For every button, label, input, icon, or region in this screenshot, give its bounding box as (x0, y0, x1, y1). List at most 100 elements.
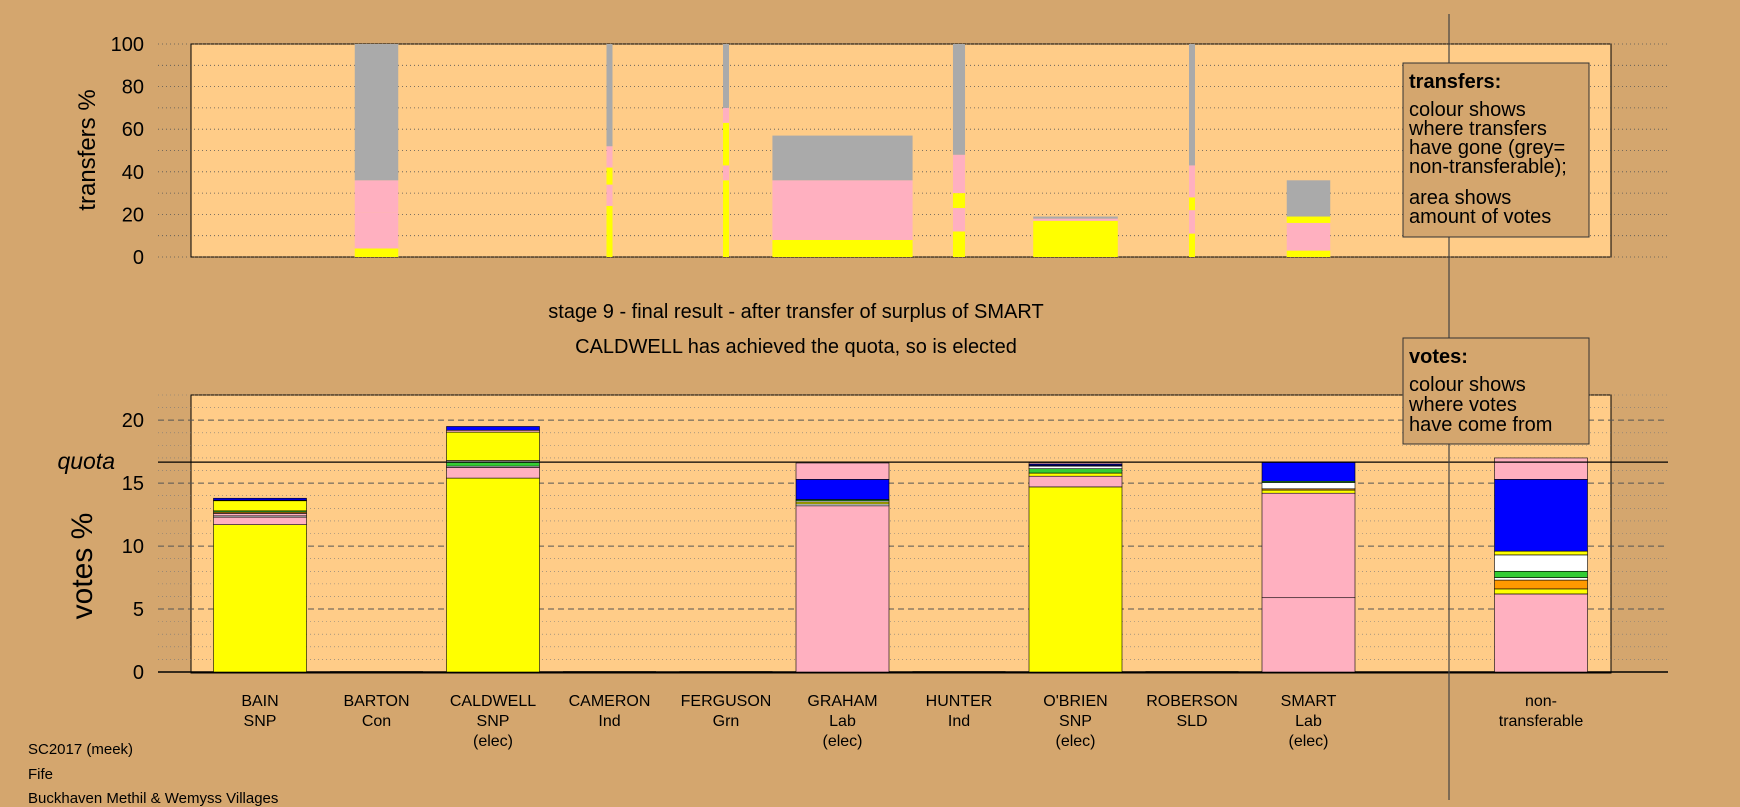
vote-segment (213, 513, 307, 517)
transfers-y-tick-label: 20 (122, 204, 144, 226)
stage-subtitle: CALDWELL has achieved the quota, so is e… (575, 336, 1017, 358)
votes-legend-line: where votes (1408, 394, 1517, 416)
vote-segment (1261, 597, 1356, 673)
vote-segment (446, 431, 540, 461)
transfers-legend-line: where transfers (1408, 118, 1547, 140)
candidate-label: Lab (829, 713, 856, 730)
vote-segment (795, 505, 890, 673)
transfer-segment (354, 248, 399, 257)
votes-y-axis-label: votes % (66, 513, 99, 620)
candidate-label: SLD (1176, 713, 1207, 730)
votes-y-tick-label: 0 (133, 662, 144, 684)
candidate-label: GRAHAM (807, 693, 877, 710)
transfer-bar (723, 44, 729, 257)
candidate-label: Ind (948, 713, 970, 730)
vote-segment (1261, 482, 1356, 490)
candidate-label: (elec) (822, 733, 862, 750)
vote-segment (213, 497, 307, 501)
transfer-segment (952, 44, 966, 155)
transfers-y-tick-label: 100 (111, 34, 144, 56)
votes-legend-line: have come from (1409, 414, 1552, 436)
transfer-segment (723, 165, 729, 181)
vote-segment (213, 500, 307, 512)
nontransferable-stack (1494, 457, 1588, 673)
transfer-segment (772, 239, 913, 257)
candidate-label: SNP (1059, 713, 1092, 730)
transfer-segment (1033, 218, 1118, 221)
quota-label: quota (57, 448, 115, 474)
vote-segment (446, 426, 540, 431)
transfers-y-axis: 0 20 40 60 80 100 (111, 34, 144, 269)
vote-segment (446, 477, 540, 673)
transfer-segment (606, 184, 613, 206)
footer-election: SC2017 (meek) (28, 741, 134, 758)
transfer-bar (1286, 180, 1331, 257)
transfers-legend: transfers: colour shows where transfers … (1402, 62, 1590, 238)
transfer-segment (1286, 180, 1331, 217)
votes-legend-line: colour shows (1409, 374, 1526, 396)
votes-legend: votes: colour shows where votes have com… (1402, 337, 1590, 445)
transfer-bar (1033, 216, 1118, 257)
candidate-label: Con (362, 713, 391, 730)
vote-segment (795, 479, 890, 500)
votes-y-tick-label: 15 (122, 473, 144, 495)
transfer-segment (1189, 197, 1195, 211)
vote-segment (1028, 472, 1123, 477)
transfer-segment (1033, 216, 1118, 219)
candidate-label: (elec) (473, 733, 513, 750)
vote-segment (1494, 577, 1588, 581)
transfer-segment (606, 44, 613, 147)
transfer-bar (952, 44, 966, 257)
vote-segment (1494, 550, 1588, 556)
transfer-segment (723, 107, 729, 123)
footer-council: Fife (28, 766, 54, 783)
vote-segment (213, 516, 307, 525)
candidate-label: FERGUSON (681, 693, 772, 710)
vote-segment (1261, 492, 1356, 599)
candidate-label: HUNTER (926, 693, 993, 710)
votes-y-tick-label: 10 (122, 536, 144, 558)
transfer-segment (952, 154, 966, 194)
vote-stack (446, 426, 540, 673)
stage-title: stage 9 - final result - after transfer … (548, 301, 1043, 323)
vote-segment (1494, 457, 1588, 480)
vote-stack (1028, 462, 1123, 673)
vote-segment (795, 462, 890, 480)
votes-y-tick-label: 5 (133, 599, 144, 621)
transfers-y-tick-label: 60 (122, 119, 144, 141)
candidate-label: CALDWELL (450, 693, 536, 710)
candidate-label: Grn (713, 713, 740, 730)
vote-segment (1028, 486, 1123, 673)
nontransferable-label: non- (1525, 693, 1557, 710)
votes-bars (213, 426, 1588, 673)
transfer-segment (1189, 165, 1195, 198)
transfers-y-tick-label: 0 (133, 247, 144, 269)
vote-segment (1494, 554, 1588, 572)
candidate-label: ROBERSON (1146, 693, 1238, 710)
transfers-y-tick-label: 40 (122, 162, 144, 184)
transfer-segment (354, 180, 399, 213)
transfers-legend-line: colour shows (1409, 99, 1526, 121)
transfers-legend-line: have gone (grey= (1409, 137, 1565, 159)
vote-segment (1494, 593, 1588, 673)
vote-segment (446, 467, 540, 479)
candidate-label: Lab (1295, 713, 1322, 730)
transfer-segment (1189, 233, 1195, 257)
candidate-label: Ind (598, 713, 620, 730)
footer-ward: Buckhaven Methil & Wemyss Villages (28, 790, 279, 807)
candidate-label: BAIN (241, 693, 278, 710)
transfer-bar (1189, 44, 1195, 257)
transfer-segment (723, 44, 729, 108)
transfer-segment (1189, 44, 1195, 166)
votes-plot-area (190, 394, 1612, 674)
transfer-segment (354, 212, 399, 249)
vote-stack (213, 497, 307, 673)
transfers-legend-line: non-transferable); (1409, 156, 1567, 178)
vote-segment (1028, 475, 1123, 488)
candidate-label: SNP (244, 713, 277, 730)
transfer-segment (772, 180, 913, 240)
quota-line-group: quota (57, 448, 1668, 474)
transfers-y-axis-label: transfers % (74, 89, 101, 210)
transfer-bar (354, 44, 399, 257)
candidate-label: O'BRIEN (1043, 693, 1107, 710)
